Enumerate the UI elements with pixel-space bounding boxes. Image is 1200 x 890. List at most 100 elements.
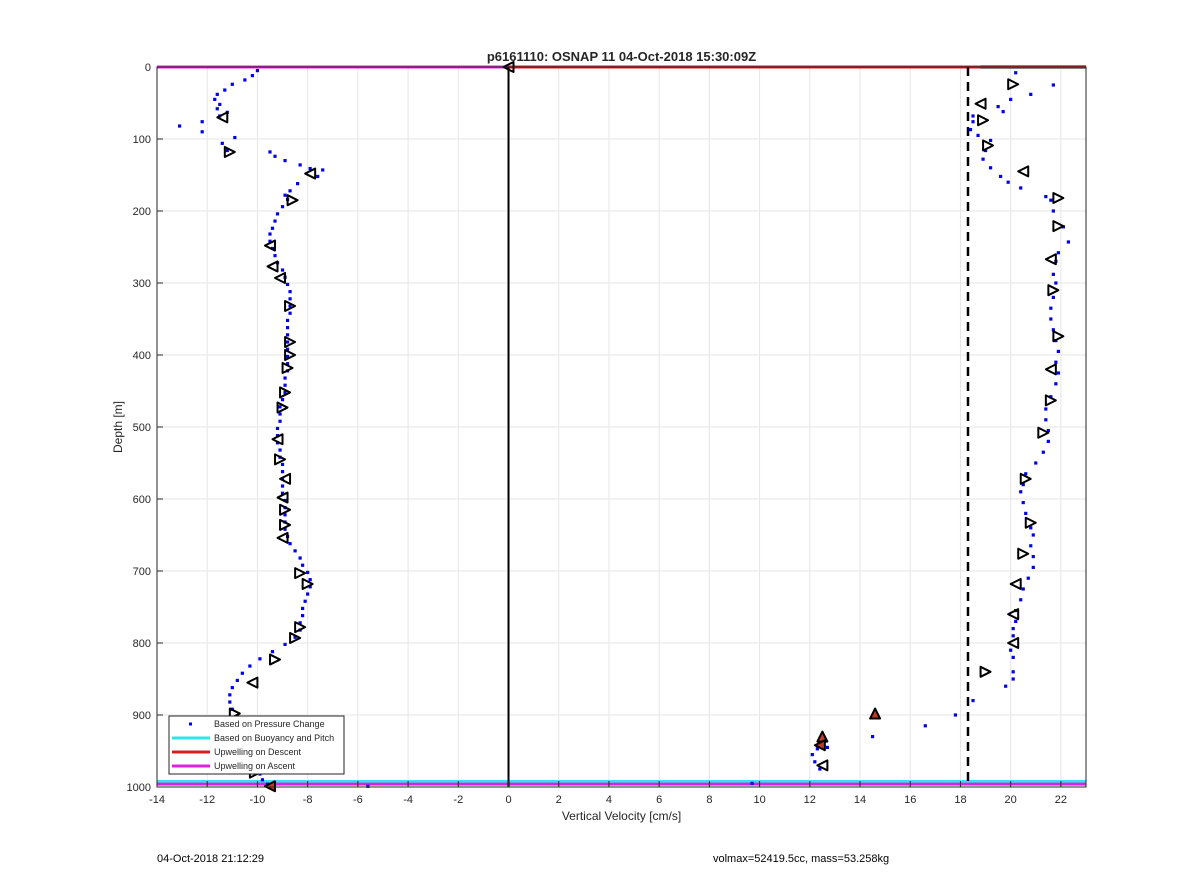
data-point bbox=[200, 120, 204, 124]
data-point bbox=[301, 563, 305, 567]
x-tick-label: 2 bbox=[556, 794, 562, 806]
data-point bbox=[235, 678, 239, 683]
y-tick-label: 300 bbox=[133, 278, 151, 290]
data-point bbox=[1049, 306, 1053, 310]
data-point bbox=[1044, 407, 1048, 411]
data-point bbox=[968, 128, 973, 132]
data-point bbox=[248, 664, 252, 668]
data-point bbox=[283, 527, 287, 531]
data-point bbox=[177, 124, 182, 128]
x-tick-label: -6 bbox=[353, 794, 363, 806]
data-point bbox=[268, 150, 272, 154]
y-tick-label: 600 bbox=[133, 494, 151, 506]
triangle-marker bbox=[1052, 192, 1065, 205]
data-point bbox=[275, 212, 280, 216]
data-point bbox=[273, 254, 277, 258]
legend-label: Based on Pressure Change bbox=[214, 719, 325, 729]
triangle-marker bbox=[1007, 637, 1020, 649]
triangle-marker bbox=[279, 386, 292, 399]
x-tick-label: 22 bbox=[1055, 794, 1067, 806]
triangle-marker bbox=[271, 433, 284, 446]
data-point bbox=[813, 760, 817, 764]
x-tick-label: -4 bbox=[403, 794, 413, 806]
data-point bbox=[308, 578, 312, 582]
data-point bbox=[1029, 544, 1033, 548]
data-point bbox=[283, 390, 287, 395]
triangle-marker bbox=[1017, 547, 1030, 560]
data-point bbox=[1014, 71, 1018, 75]
data-point bbox=[988, 166, 993, 170]
data-point bbox=[268, 239, 272, 243]
data-point bbox=[283, 513, 287, 517]
data-point bbox=[1056, 251, 1060, 255]
x-tick-label: 0 bbox=[505, 794, 511, 806]
triangle-marker bbox=[281, 361, 294, 374]
data-point bbox=[280, 398, 285, 402]
data-point bbox=[1021, 483, 1025, 487]
legend bbox=[168, 715, 345, 775]
data-point bbox=[278, 405, 282, 409]
triangle-marker bbox=[1044, 363, 1057, 376]
data-point bbox=[1041, 450, 1045, 454]
data-point bbox=[1034, 461, 1038, 465]
triangle-marker bbox=[286, 194, 299, 207]
data-point bbox=[288, 304, 292, 308]
data-point bbox=[1066, 240, 1071, 244]
data-point bbox=[1026, 576, 1030, 580]
data-point bbox=[923, 724, 927, 728]
data-point bbox=[1054, 281, 1058, 285]
data-point bbox=[298, 556, 302, 560]
triangle-marker bbox=[1044, 394, 1057, 407]
y-tick-label: 900 bbox=[133, 710, 151, 722]
data-point bbox=[750, 781, 754, 785]
data-point bbox=[213, 97, 217, 101]
x-tick-label: 8 bbox=[706, 794, 712, 806]
data-point bbox=[285, 318, 290, 323]
triangle-marker bbox=[1019, 472, 1032, 485]
triangle-marker bbox=[982, 139, 995, 152]
triangle-marker bbox=[263, 780, 276, 793]
data-point bbox=[301, 606, 305, 611]
data-point bbox=[285, 282, 290, 287]
x-tick-label: -14 bbox=[149, 794, 165, 806]
triangle-marker bbox=[246, 676, 259, 689]
data-point bbox=[316, 174, 320, 179]
y-axis-label: Depth [m] bbox=[111, 401, 125, 453]
data-point bbox=[983, 148, 988, 153]
triangle-marker bbox=[294, 567, 307, 580]
y-tick-label: 800 bbox=[133, 638, 151, 650]
data-point bbox=[280, 484, 285, 488]
triangle-marker bbox=[1052, 220, 1065, 233]
data-point bbox=[1056, 349, 1060, 353]
x-tick-label: -12 bbox=[199, 794, 215, 806]
triangle-marker bbox=[869, 707, 882, 720]
data-point bbox=[815, 747, 819, 751]
data-point bbox=[228, 693, 232, 697]
data-point bbox=[270, 650, 275, 654]
data-point bbox=[285, 354, 290, 359]
triangle-marker bbox=[266, 260, 279, 273]
data-point bbox=[1019, 490, 1023, 494]
data-point bbox=[1029, 526, 1033, 530]
data-point bbox=[240, 671, 244, 675]
y-tick-label: 400 bbox=[133, 350, 151, 362]
y-tick-label: 0 bbox=[145, 62, 151, 74]
data-point bbox=[200, 130, 204, 134]
data-point bbox=[1051, 209, 1055, 213]
triangle-marker bbox=[284, 349, 297, 361]
data-point bbox=[1051, 295, 1055, 299]
legend-swatch-dot bbox=[189, 722, 192, 726]
data-point bbox=[215, 92, 219, 96]
data-point bbox=[220, 141, 224, 145]
data-point bbox=[971, 699, 975, 703]
data-point bbox=[280, 491, 285, 495]
x-tick-label: 18 bbox=[954, 794, 966, 806]
triangle-marker bbox=[276, 531, 289, 544]
data-point bbox=[218, 102, 222, 107]
data-point bbox=[288, 311, 292, 315]
data-point bbox=[1051, 328, 1055, 332]
x-tick-label: -2 bbox=[453, 794, 463, 806]
triangle-marker bbox=[1017, 165, 1030, 178]
x-tick-label: 10 bbox=[753, 794, 765, 806]
data-point bbox=[278, 419, 282, 423]
